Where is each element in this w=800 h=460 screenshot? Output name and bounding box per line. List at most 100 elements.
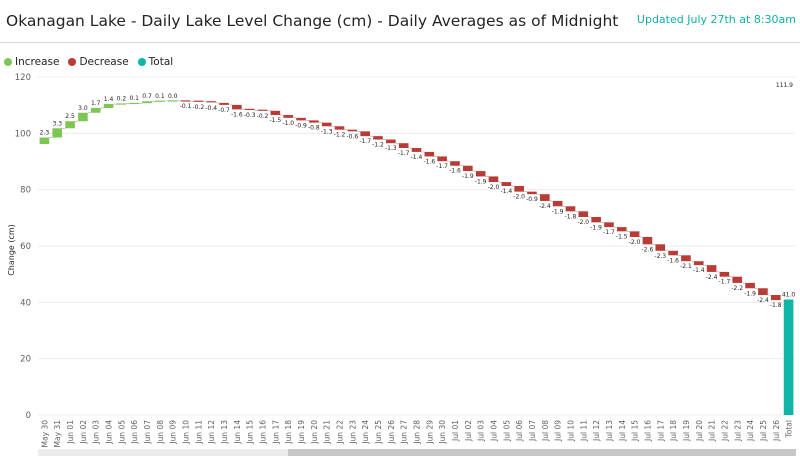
y-tick-label: 0 [26,411,31,421]
data-label: 3.0 [78,105,88,112]
x-tick-label: Jun 23 [348,420,357,445]
waterfall-bar [539,194,550,201]
waterfall-bar [437,156,447,162]
x-tick-label: Jun 06 [130,420,139,445]
waterfall-bar [527,191,537,195]
data-label: -0.2 [257,113,269,120]
data-label: 0.7 [142,93,152,100]
data-label: -1.6 [667,257,679,264]
x-tick-label: Jul 17 [656,420,665,442]
waterfall-bar [193,100,204,102]
waterfall-bar [283,115,294,118]
data-label: -1.5 [270,117,282,124]
x-tick-label: Jul 13 [605,420,614,442]
waterfall-bar [758,288,768,296]
x-tick-label: Jun 25 [374,420,383,445]
waterfall-bar [642,236,653,245]
data-label: 1.4 [104,96,114,103]
waterfall-bar [39,137,50,145]
data-label: 0.1 [155,93,165,100]
legend-item-total[interactable]: Total [137,56,173,68]
scrollbar-thumb[interactable] [288,449,796,456]
waterfall-bar [450,161,460,166]
data-label: -1.3 [385,145,397,152]
data-label: 0.1 [129,95,139,102]
data-label: -1.8 [770,302,782,309]
waterfall-bar [309,120,319,123]
updated-timestamp: Updated July 27th at 8:30am [636,13,796,26]
data-label: -0.2 [193,104,205,111]
data-labels: 2.33.32.53.01.71.4 0.2 0.1 0.7 0.1 0.0-0.1 -0.… [40,93,796,309]
x-tick-label: Jun 15 [246,420,255,445]
waterfall-bar [129,102,140,105]
y-axis-label: Change (cm) [7,224,16,276]
x-tick-label: Jul 16 [643,420,652,442]
data-label: -0.3 [244,112,256,119]
legend-item-decrease[interactable]: Decrease [68,56,129,68]
waterfall-bar [770,295,781,301]
data-label: -1.7 [398,150,410,157]
x-tick-label: Jun 18 [284,420,293,445]
x-tick-label: Jul 21 [708,420,717,442]
data-label: -1.0 [282,120,294,127]
waterfall-bar [719,271,730,277]
legend-label-increase: Increase [15,56,60,68]
data-label: -0.1 [180,103,192,110]
x-tick-label: Jun 02 [79,420,88,445]
data-label: -1.9 [475,178,487,185]
x-tick-label: Jun 27 [400,420,409,445]
x-tick-label: Jun 03 [92,420,101,445]
chart-title: Okanagan Lake - Daily Lake Level Change … [6,12,619,30]
legend-item-increase[interactable]: Increase [4,56,59,68]
y-tick-label: 20 [20,355,31,365]
waterfall-bar [334,126,345,130]
data-label: -2.0 [629,239,641,246]
y-axis-ticks: 0 20 40 60 80 100 120 [15,73,31,421]
data-label: -2.0 [513,194,525,201]
x-tick-label: Jun 07 [143,420,152,445]
waterfall-bar [745,282,755,289]
x-tick-label: Jun 26 [387,420,396,445]
data-label: -1.7 [719,279,731,286]
x-tick-label: Jun 21 [323,420,332,445]
gridlines [38,76,795,416]
waterfall-bar [116,103,127,105]
waterfall-bar [65,121,75,129]
data-label: -2.3 [654,253,666,260]
data-label: -2.4 [539,203,551,210]
waterfall-bar [501,182,512,187]
y-tick-label: 60 [20,242,31,252]
x-tick-label: Jun 30 [438,420,447,445]
waterfall-bar [257,109,268,111]
x-tick-label: Jun 22 [336,420,345,445]
x-tick-label: Jun 10 [182,420,191,445]
data-label: -1.7 [359,138,371,145]
x-tick-label: Jun 01 [66,420,75,445]
waterfall-bar [552,200,563,207]
x-tick-label: Jul 10 [566,420,575,442]
data-label: -1.7 [603,229,615,236]
waterfall-bar [386,139,396,144]
x-tick-label: Jun 11 [194,420,203,445]
decrease-dot-icon [68,58,77,66]
x-tick-label: Jun 12 [207,420,216,445]
start-value-label: 111.9 [776,82,793,89]
x-tick-label: Jul 24 [746,420,755,442]
x-tick-label: Total [785,420,794,439]
waterfall-bar [604,222,614,228]
x-tick-label: Jun 17 [271,420,280,445]
x-tick-label: Jul 06 [515,420,524,442]
data-label: -1.2 [372,142,384,149]
waterfall-bar [398,143,409,148]
data-label: 1.7 [91,100,101,107]
data-label: 3.3 [52,120,62,127]
waterfall-bar [681,255,691,262]
waterfall-bar [52,128,63,138]
data-label: -0.9 [295,122,307,129]
data-label: -1.6 [231,111,243,118]
data-label: -0.9 [526,196,538,203]
waterfall-bar [373,136,383,140]
total-data-label: 41.0 [782,292,796,299]
data-label: -2.2 [731,285,743,292]
data-label: -1.6 [423,158,435,165]
